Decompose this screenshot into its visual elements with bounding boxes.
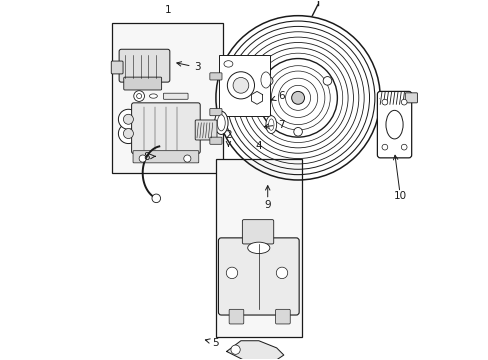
Text: 3: 3 [177, 62, 201, 72]
FancyBboxPatch shape [195, 120, 217, 140]
Circle shape [291, 91, 304, 104]
Circle shape [123, 114, 133, 124]
FancyBboxPatch shape [131, 103, 200, 154]
Ellipse shape [149, 94, 157, 98]
FancyBboxPatch shape [275, 309, 290, 324]
Circle shape [323, 77, 331, 85]
Text: 9: 9 [264, 200, 270, 210]
Circle shape [152, 194, 160, 203]
FancyBboxPatch shape [218, 238, 299, 315]
Ellipse shape [214, 111, 227, 134]
Circle shape [264, 77, 272, 85]
Circle shape [123, 129, 133, 139]
Text: 8: 8 [143, 152, 155, 162]
Polygon shape [226, 341, 283, 360]
Circle shape [230, 345, 240, 354]
Circle shape [381, 144, 387, 150]
Text: 2: 2 [224, 130, 231, 146]
Ellipse shape [265, 116, 276, 134]
Ellipse shape [217, 115, 225, 131]
FancyBboxPatch shape [209, 137, 222, 144]
Ellipse shape [268, 119, 273, 130]
Text: 5: 5 [205, 338, 219, 347]
FancyBboxPatch shape [242, 220, 273, 244]
Circle shape [226, 267, 237, 279]
Bar [219, 55, 269, 116]
Circle shape [276, 267, 287, 279]
FancyBboxPatch shape [209, 73, 222, 80]
Ellipse shape [247, 242, 269, 253]
Circle shape [118, 109, 138, 129]
Circle shape [118, 123, 138, 144]
FancyBboxPatch shape [133, 151, 198, 163]
FancyBboxPatch shape [377, 91, 411, 158]
Ellipse shape [261, 72, 270, 88]
Ellipse shape [241, 238, 276, 258]
Bar [112, 23, 223, 173]
Text: 4: 4 [255, 141, 262, 151]
FancyBboxPatch shape [163, 93, 188, 99]
FancyBboxPatch shape [111, 61, 123, 74]
Ellipse shape [224, 61, 232, 67]
Circle shape [381, 99, 387, 105]
Circle shape [233, 77, 248, 93]
FancyBboxPatch shape [405, 93, 417, 103]
Text: 10: 10 [392, 191, 406, 201]
Circle shape [183, 155, 190, 162]
Circle shape [139, 155, 146, 162]
Circle shape [401, 99, 406, 105]
Ellipse shape [385, 111, 402, 139]
Circle shape [258, 59, 337, 137]
Circle shape [136, 94, 142, 99]
Text: 1: 1 [164, 5, 171, 15]
Circle shape [134, 91, 144, 102]
Text: 6: 6 [271, 91, 285, 101]
Circle shape [401, 144, 406, 150]
Circle shape [293, 127, 302, 136]
FancyBboxPatch shape [119, 49, 169, 82]
Bar [216, 158, 301, 337]
FancyBboxPatch shape [229, 309, 244, 324]
Circle shape [227, 72, 254, 99]
Text: 7: 7 [264, 120, 285, 130]
FancyBboxPatch shape [209, 109, 222, 116]
FancyBboxPatch shape [123, 77, 162, 90]
